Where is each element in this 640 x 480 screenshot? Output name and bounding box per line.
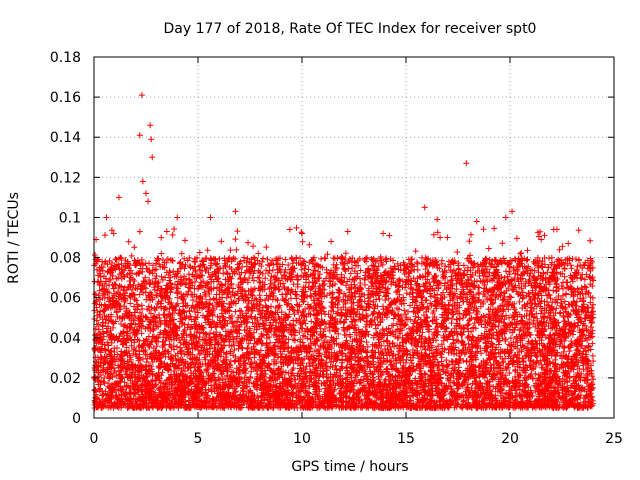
data-point xyxy=(541,232,548,239)
data-point xyxy=(286,226,293,233)
data-point xyxy=(158,273,165,280)
data-point xyxy=(213,261,220,268)
data-point xyxy=(136,228,143,235)
data-point xyxy=(293,291,300,298)
data-point xyxy=(218,238,225,245)
data-point xyxy=(92,251,99,258)
data-point xyxy=(260,255,267,262)
data-point xyxy=(524,256,531,263)
data-point xyxy=(93,321,100,328)
data-point xyxy=(568,265,575,272)
data-point xyxy=(396,276,403,283)
data-point xyxy=(495,341,502,348)
data-point xyxy=(513,235,520,242)
data-point xyxy=(158,250,165,257)
data-point xyxy=(516,298,523,305)
data-point xyxy=(127,300,134,307)
data-point xyxy=(252,295,259,302)
data-point xyxy=(169,231,176,238)
data-point xyxy=(413,327,420,334)
data-point xyxy=(113,256,120,263)
data-point xyxy=(294,272,301,279)
data-point xyxy=(558,282,565,289)
data-point xyxy=(434,291,441,298)
data-point xyxy=(480,226,487,233)
data-point xyxy=(264,256,271,263)
data-point xyxy=(212,377,219,384)
data-point xyxy=(524,247,531,254)
data-point xyxy=(250,277,257,284)
data-point xyxy=(578,284,585,291)
data-point xyxy=(363,339,370,346)
data-point xyxy=(342,250,349,257)
data-point xyxy=(140,289,147,296)
data-point xyxy=(114,337,121,344)
data-point xyxy=(558,300,565,307)
data-point xyxy=(401,307,408,314)
data-point xyxy=(128,252,135,259)
data-point xyxy=(181,237,188,244)
data-point xyxy=(240,254,247,261)
data-point xyxy=(589,352,596,359)
data-point xyxy=(542,334,549,341)
data-point xyxy=(566,348,573,355)
data-point xyxy=(308,318,315,325)
data-point xyxy=(573,256,580,263)
data-point xyxy=(112,256,119,263)
data-point xyxy=(310,279,317,286)
data-point xyxy=(268,273,275,280)
data-point xyxy=(159,257,166,264)
data-point xyxy=(590,376,597,383)
data-point xyxy=(143,265,150,272)
data-point xyxy=(256,292,263,299)
data-point xyxy=(111,345,118,352)
data-point xyxy=(467,267,474,274)
data-point xyxy=(120,329,127,336)
data-point xyxy=(518,250,525,257)
data-point xyxy=(94,363,101,370)
data-point xyxy=(147,310,154,317)
data-point xyxy=(560,285,567,292)
data-point xyxy=(376,295,383,302)
data-point xyxy=(224,320,231,327)
data-point xyxy=(550,226,557,233)
data-point xyxy=(293,224,300,231)
data-point xyxy=(412,248,419,255)
data-point xyxy=(106,276,113,283)
data-point xyxy=(589,340,596,347)
data-point xyxy=(491,225,498,232)
data-point xyxy=(547,295,554,302)
data-point xyxy=(138,302,145,309)
data-point xyxy=(101,232,108,239)
data-point xyxy=(459,315,466,322)
data-point xyxy=(158,234,165,241)
data-point xyxy=(444,234,451,241)
data-point xyxy=(196,249,203,256)
data-point xyxy=(559,243,566,250)
data-point xyxy=(350,299,357,306)
data-point xyxy=(265,261,272,268)
data-points xyxy=(91,92,597,411)
data-point xyxy=(267,339,274,346)
data-point xyxy=(318,255,325,262)
data-point xyxy=(331,349,338,356)
data-point xyxy=(306,241,313,248)
data-point xyxy=(131,244,138,251)
data-point xyxy=(466,238,473,245)
